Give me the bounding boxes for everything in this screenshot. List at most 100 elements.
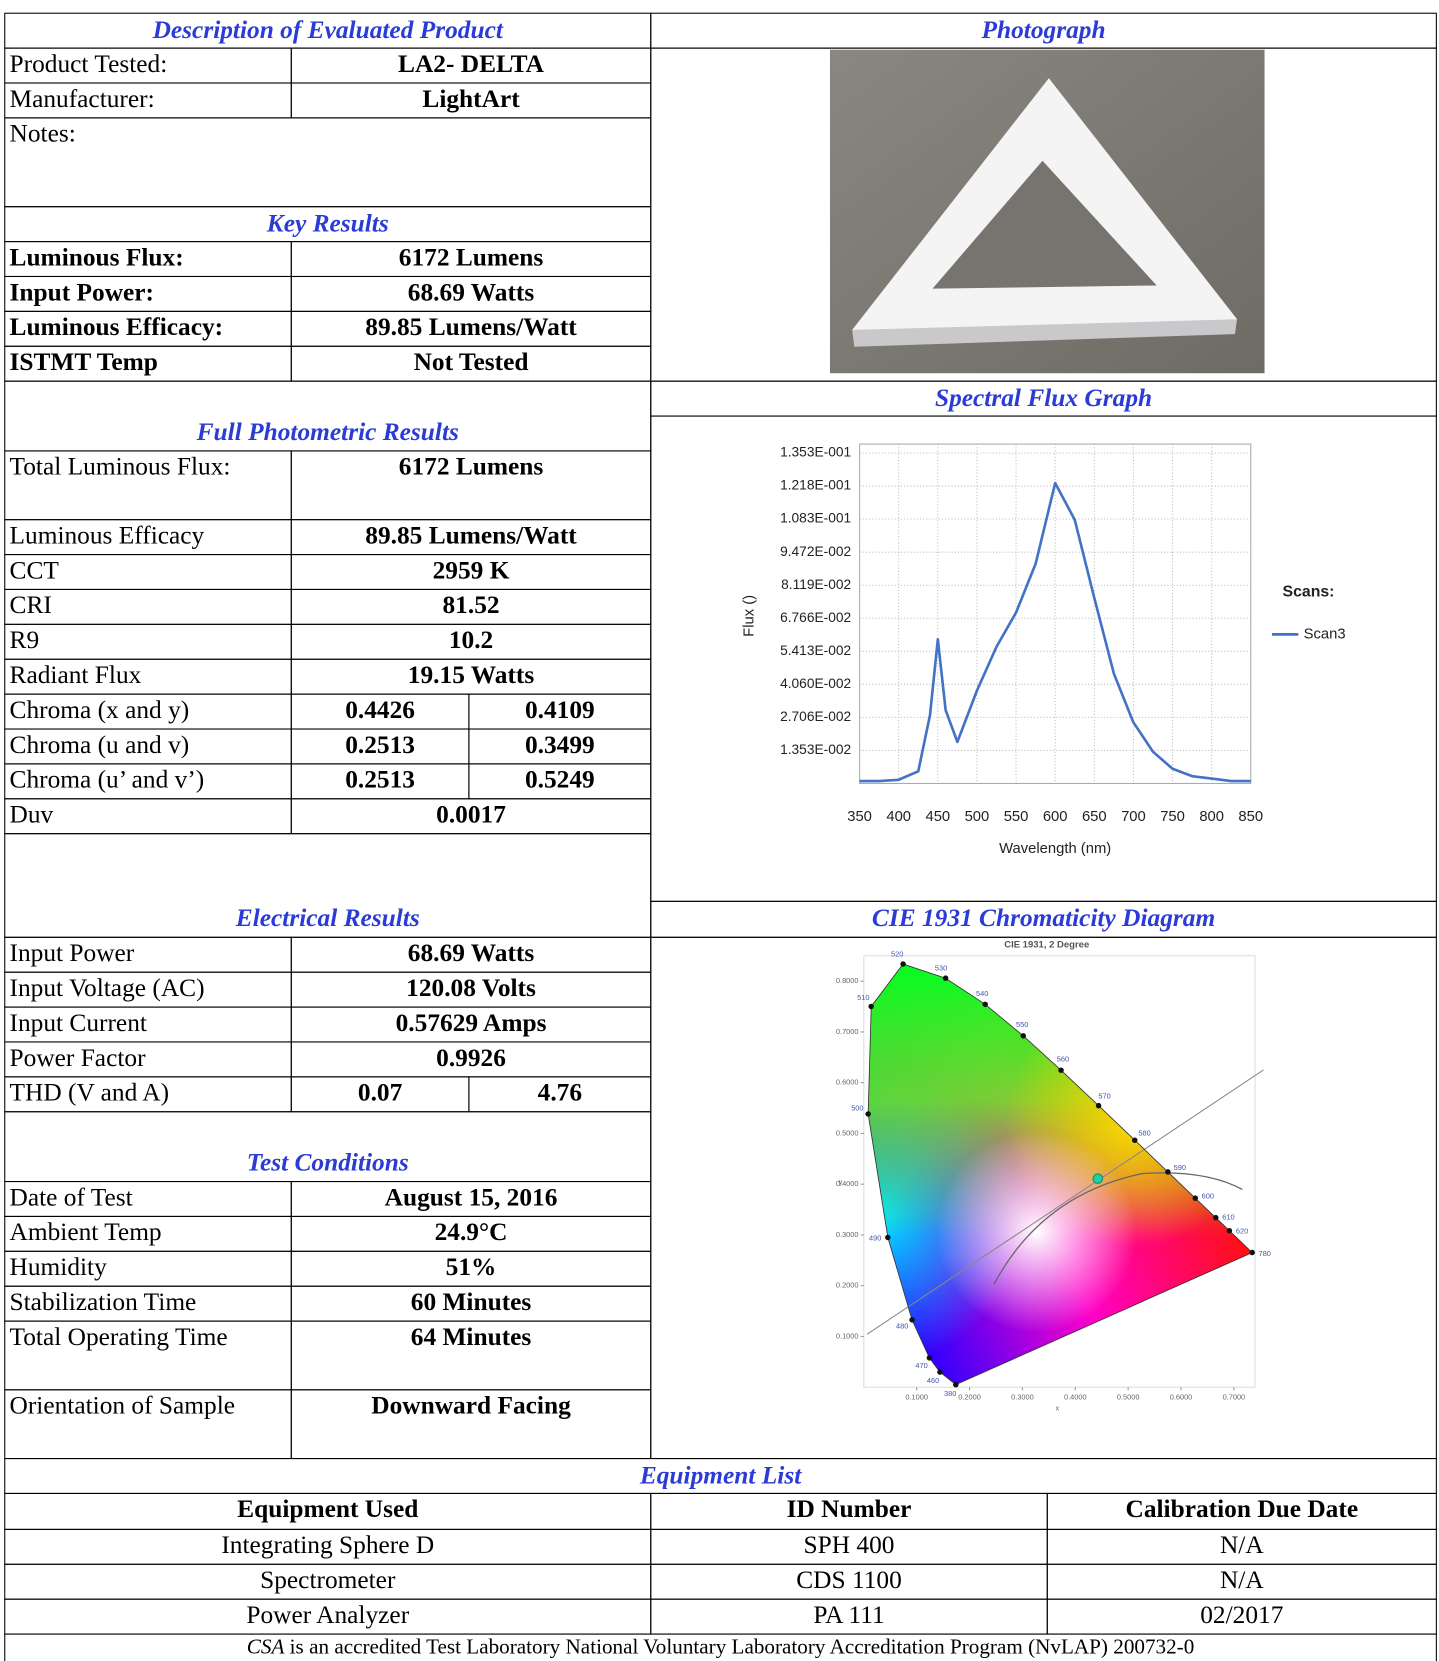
y-tick-label: 0.7000 — [836, 1027, 859, 1036]
locus-label: 480 — [896, 1321, 908, 1330]
row-label-text: Total Luminous Flux: — [9, 453, 231, 482]
y-tick-label: 6.766E-002 — [780, 610, 851, 625]
row-value-text: 60 Minutes — [410, 1288, 532, 1317]
equipment-cell-text: Power Analyzer — [246, 1601, 410, 1630]
equipment-cell-text: CDS 1100 — [796, 1566, 902, 1595]
equipment-cell-text: N/A — [1219, 1566, 1264, 1595]
section-header-text: Full Photometric Results — [196, 418, 459, 447]
y-tick-label: 0.4000 — [836, 1179, 859, 1188]
row-value-text: Not Tested — [413, 348, 529, 377]
locus-label: 510 — [857, 993, 869, 1002]
footer-org: CSA — [246, 1635, 285, 1659]
row-label-text: R9 — [9, 626, 40, 655]
row-label-text: Power Factor — [9, 1044, 146, 1073]
row-value-text: 81.52 — [442, 592, 500, 620]
y-tick-label: 8.119E-002 — [781, 577, 851, 592]
y-tick-label: 9.472E-002 — [780, 544, 851, 559]
row-label-text: Stabilization Time — [9, 1288, 197, 1317]
y-tick-label: 1.083E-001 — [780, 511, 851, 526]
row-label-text: Orientation of Sample — [9, 1392, 236, 1420]
locus-label: 590 — [1174, 1163, 1186, 1172]
row-label: ISTMT Temp — [4, 345, 292, 382]
x-tick-label: 700 — [1121, 809, 1146, 825]
locus-point — [1226, 1227, 1233, 1234]
photograph — [829, 49, 1265, 374]
row-label-text: Date of Test — [9, 1184, 133, 1212]
locus-label: 530 — [935, 963, 947, 972]
y-tick-label: 0.6000 — [836, 1078, 859, 1087]
y-tick-label: 0.1000 — [836, 1331, 859, 1340]
row-label-text: THD (V and A) — [9, 1079, 170, 1107]
row-label: Ambient Temp — [4, 1215, 292, 1252]
row-label: Luminous Efficacy: — [4, 310, 292, 347]
section-header-text: Electrical Results — [235, 905, 420, 933]
row-label-text: Chroma (x and y) — [9, 696, 190, 725]
locus-point — [982, 1001, 988, 1008]
row-value: 6172 Lumens — [290, 241, 652, 278]
section-header-text: Equipment List — [639, 1461, 802, 1490]
section-header-text: Key Results — [266, 209, 389, 238]
row-label-text: Humidity — [9, 1253, 107, 1282]
y-axis-label: y — [839, 1177, 843, 1186]
row-label-text: Luminous Flux: — [9, 244, 184, 272]
locus-point — [942, 975, 949, 981]
locus-label: 380 — [944, 1389, 956, 1398]
row-value-text: 68.69 Watts — [407, 939, 535, 968]
row-label-text: Manufacturer: — [9, 85, 155, 114]
row-value-text: 0.2513 — [345, 731, 415, 760]
row-value: 68.69 Watts — [290, 275, 652, 312]
row-value-text: Downward Facing — [371, 1392, 571, 1420]
row-value-text: 0.57629 Amps — [395, 1009, 547, 1038]
x-tick-label: 400 — [886, 809, 911, 825]
panel-header-text: Photograph — [981, 16, 1106, 44]
row-label-text: Radiant Flux — [9, 661, 142, 690]
row-value-text: LightArt — [422, 85, 520, 114]
row-value-text: 0.9926 — [436, 1044, 506, 1073]
row-value-text: 0.2513 — [345, 766, 415, 795]
row-label-text: Product Tested: — [9, 50, 168, 79]
row-label-text: Total Operating Time — [9, 1323, 228, 1352]
x-tick-label: 850 — [1238, 809, 1263, 825]
y-tick-label: 4.060E-002 — [780, 676, 851, 691]
locus-label: 520 — [891, 950, 903, 959]
row-value-text: 120.08 Volts — [406, 974, 536, 1003]
locus-point — [1192, 1195, 1199, 1201]
footer-text: is an accredited Test Laboratory Nationa… — [289, 1635, 1195, 1659]
panel-header: CIE 1931 Chromaticity Diagram — [650, 900, 1437, 938]
equipment-cell-text: PA 111 — [813, 1601, 885, 1630]
row-value-text: LA2- DELTA — [398, 50, 544, 79]
x-tick-label: 600 — [1043, 809, 1068, 825]
y-axis-label: Flux () — [742, 595, 758, 637]
locus-label: 550 — [1016, 1020, 1028, 1029]
panel-header-text: CIE 1931 Chromaticity Diagram — [871, 905, 1216, 933]
row-value-text: 6172 Lumens — [398, 453, 544, 482]
locus-label: 620 — [1236, 1226, 1248, 1235]
notes: Notes: — [4, 117, 652, 208]
x-tick-label: 800 — [1199, 809, 1224, 825]
row-value-text: 0.5249 — [524, 766, 595, 795]
x-axis-label: Wavelength (nm) — [999, 841, 1111, 857]
y-tick-label: 1.218E-001 — [780, 478, 851, 493]
row-value: LA2- DELTA — [290, 47, 652, 84]
row-value-text: 0.4109 — [524, 696, 595, 725]
x-tick-label: 550 — [1004, 809, 1029, 825]
x-tick-label: 0.7000 — [1223, 1393, 1246, 1402]
y-tick-label: 1.353E-002 — [780, 742, 851, 757]
row-label-text: Chroma (u’ and v’) — [9, 766, 205, 795]
locus-point — [909, 1317, 915, 1323]
y-tick-label: 5.413E-002 — [780, 643, 851, 658]
y-tick-label: 0.8000 — [836, 976, 859, 985]
row-value-text: 19.15 Watts — [407, 661, 535, 690]
row-value-text: 0.4426 — [345, 696, 415, 725]
locus-point — [1131, 1137, 1138, 1143]
locus-point — [1213, 1214, 1219, 1221]
row-label: Luminous Efficacy — [4, 519, 292, 556]
row-value: 120.08 Volts — [290, 971, 652, 1008]
row-label-text: Input Power — [9, 939, 135, 968]
y-tick-label: 0.5000 — [836, 1128, 859, 1137]
locus-label: 780 — [1259, 1249, 1271, 1258]
equipment-cell-text: SPH 400 — [803, 1532, 895, 1560]
row-label: Power Factor — [4, 1041, 292, 1078]
